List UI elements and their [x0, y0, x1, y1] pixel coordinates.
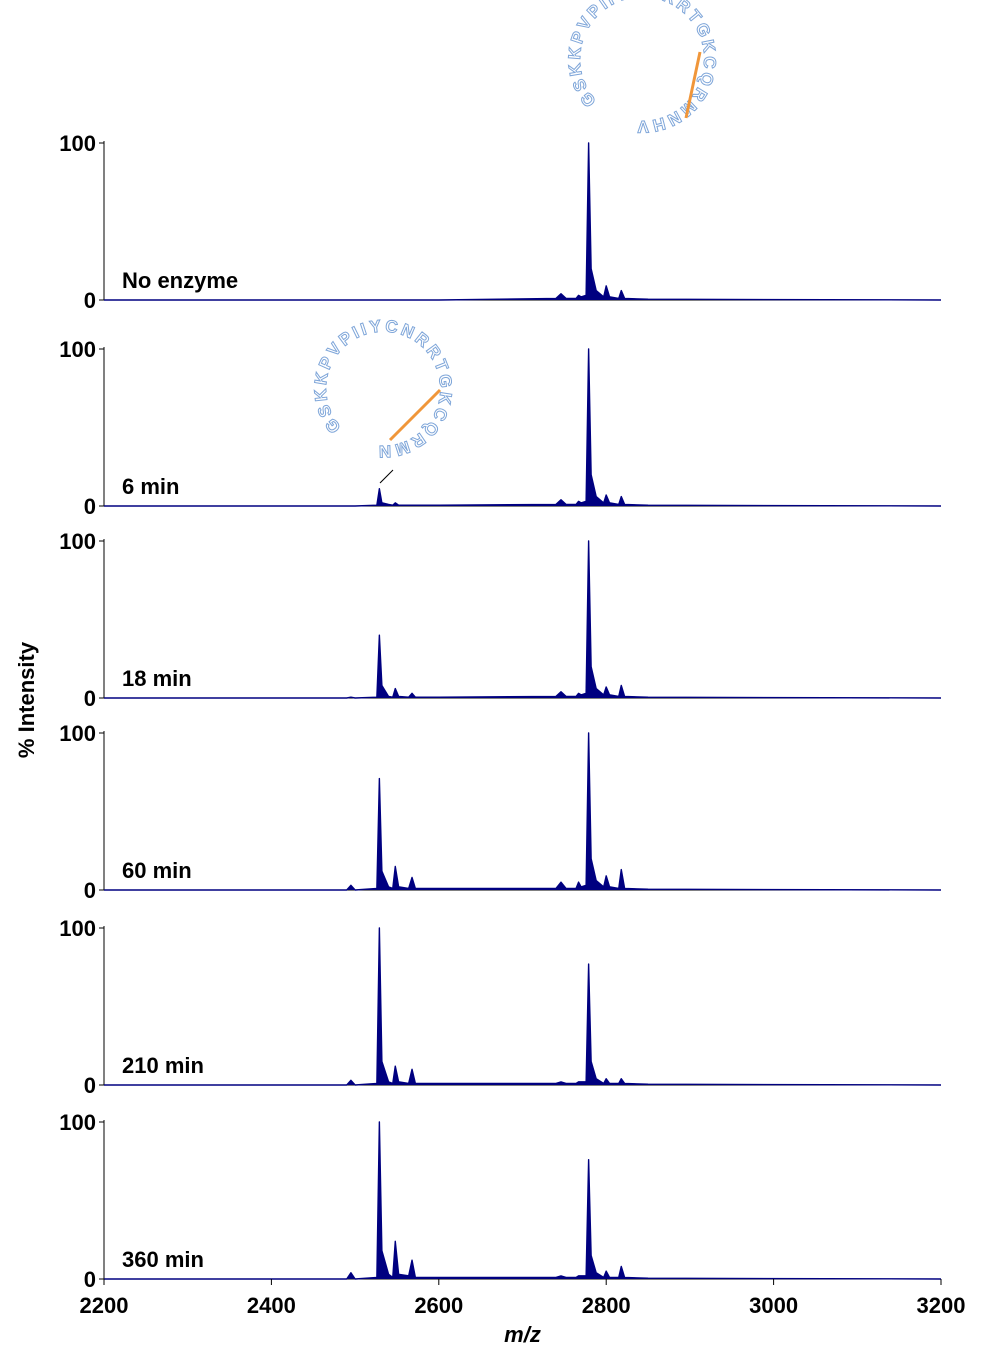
x-tick-label: 2400 [247, 1293, 296, 1318]
x-tick-label: 3000 [749, 1293, 798, 1318]
x-tick-label: 2600 [414, 1293, 463, 1318]
spectrum [104, 348, 942, 507]
y-tick-label: 100 [59, 337, 96, 362]
y-tick-label: 100 [59, 721, 96, 746]
y-tick-label: 100 [59, 131, 96, 156]
x-tick-label: 2800 [582, 1293, 631, 1318]
disulfide-bond [388, 388, 442, 442]
panel-label: 6 min [122, 474, 179, 499]
y-tick-label: 0 [84, 686, 96, 711]
spectrum [104, 142, 942, 301]
peptide-ring: GSKKPVPIIYCNRRTGKCQRMN [311, 316, 456, 460]
panel-label: 360 min [122, 1247, 204, 1272]
y-tick-label: 0 [84, 1073, 96, 1098]
panel-label: 18 min [122, 666, 192, 691]
y-tick-label: 0 [84, 494, 96, 519]
y-tick-label: 0 [84, 288, 96, 313]
disulfide-bond [684, 51, 702, 119]
y-tick-label: 100 [59, 1110, 96, 1135]
x-tick-label: 2200 [80, 1293, 129, 1318]
y-tick-label: 100 [59, 916, 96, 941]
spectrum [104, 732, 942, 891]
spectrum [104, 1121, 942, 1280]
spectrum [104, 540, 942, 699]
y-tick-label: 0 [84, 878, 96, 903]
panel-label: 60 min [122, 858, 192, 883]
spectrum [104, 927, 942, 1086]
peak-pointer [379, 469, 394, 484]
y-tick-label: 100 [59, 529, 96, 554]
peptide-sequence: GSKKPVPIIYCNRRTGKCQRMN [310, 316, 456, 461]
y-axis-label: % Intensity [14, 641, 39, 758]
y-tick-label: 0 [84, 1267, 96, 1292]
x-tick-label: 3200 [917, 1293, 966, 1318]
panel-label: No enzyme [122, 268, 238, 293]
panel-label: 210 min [122, 1053, 204, 1078]
x-axis-label: m/z [504, 1322, 541, 1347]
